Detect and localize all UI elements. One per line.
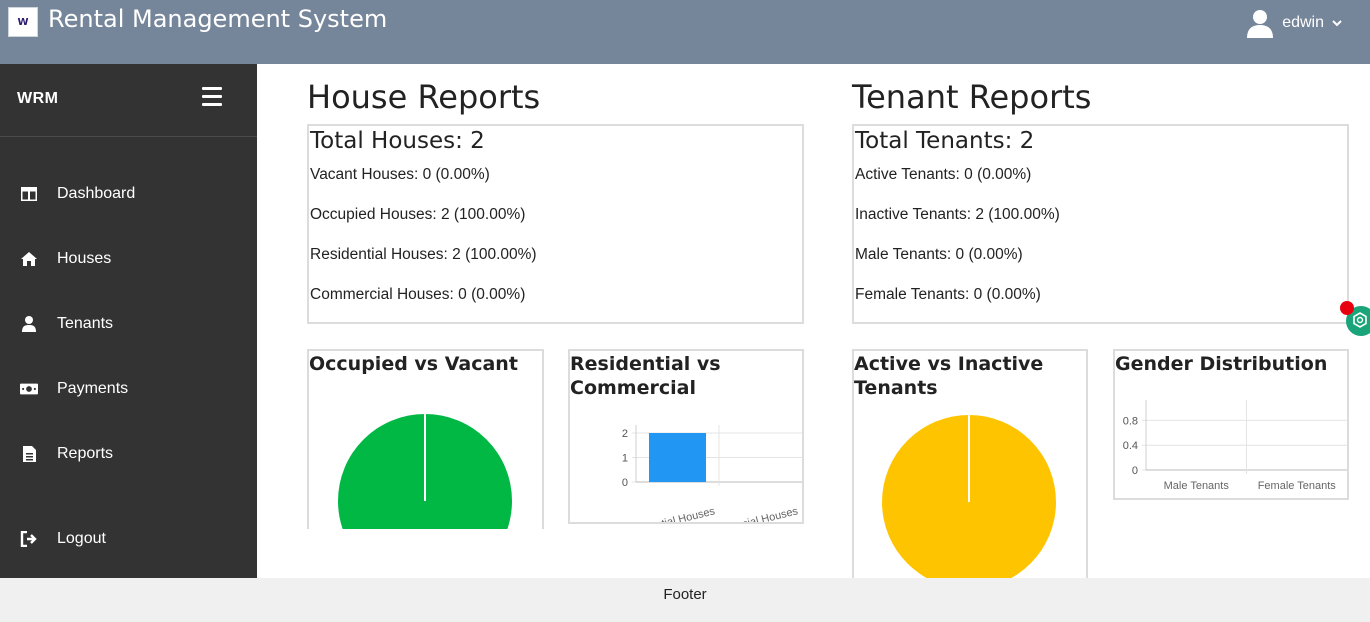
sidebar-item-label: Tenants: [57, 315, 114, 332]
sidebar-item-reports[interactable]: Reports: [0, 434, 257, 474]
residential-houses-stat: Residential Houses: 2 (100.00%): [310, 246, 537, 263]
app-title: Rental Management System: [48, 5, 388, 33]
active-vs-inactive-card: Active vs Inactive Tenants: [852, 349, 1088, 578]
sidebar-item-dashboard[interactable]: Dashboard: [0, 174, 257, 214]
hamburger-menu-icon[interactable]: [202, 87, 222, 107]
home-icon: [20, 250, 38, 268]
sidebar-item-logout[interactable]: Logout: [0, 519, 257, 559]
chart-title: Occupied vs Vacant: [309, 353, 518, 375]
user-icon: [20, 315, 38, 333]
x-tick-label: Male Tenants: [1164, 480, 1230, 492]
residential-vs-commercial-card: Residential vs Commercial 0 1 2 Residential…: [568, 349, 804, 524]
female-tenants-stat: Female Tenants: 0 (0.00%): [855, 286, 1041, 303]
sidebar-item-label: Logout: [57, 530, 106, 547]
app-logo[interactable]: W: [8, 7, 38, 37]
commercial-houses-stat: Commercial Houses: 0 (0.00%): [310, 286, 526, 303]
user-name: edwin: [1282, 14, 1324, 31]
sidebar-item-label: Dashboard: [57, 185, 136, 202]
user-avatar-icon: [1247, 10, 1274, 38]
active-vs-inactive-pie: [882, 415, 1056, 578]
sidebar-brand: WRM: [17, 90, 59, 107]
sidebar: WRM Dashboard Houses Tenants Payments Re…: [0, 64, 257, 578]
top-bar: W Rental Management System edwin: [0, 0, 1370, 64]
active-tenants-stat: Active Tenants: 0 (0.00%): [855, 166, 1032, 183]
chart-title-line1: Active vs Inactive: [854, 353, 1044, 375]
money-icon: [20, 380, 38, 398]
user-menu[interactable]: edwin: [1246, 8, 1342, 38]
y-tick-label: 2: [622, 428, 628, 440]
sidebar-divider: [0, 136, 257, 137]
occupied-vs-vacant-card: Occupied vs Vacant: [307, 349, 544, 529]
logo-text: W: [17, 16, 29, 28]
sidebar-item-label: Houses: [57, 250, 112, 267]
y-tick-label: 1: [622, 453, 628, 465]
chart-title-line1: Residential vs: [570, 353, 721, 375]
chart-title: Gender Distribution: [1115, 353, 1328, 375]
chart-title-line2: Tenants: [854, 377, 938, 399]
house-reports-title: House Reports: [307, 78, 541, 116]
total-tenants: Total Tenants: 2: [855, 128, 1035, 154]
sidebar-item-payments[interactable]: Payments: [0, 369, 257, 409]
tenant-reports-title: Tenant Reports: [852, 78, 1092, 116]
house-summary-box: Total Houses: 2 Vacant Houses: 0 (0.00%)…: [307, 124, 804, 324]
tenant-summary-box: Total Tenants: 2 Active Tenants: 0 (0.00…: [852, 124, 1349, 324]
sidebar-item-label: Reports: [57, 445, 114, 462]
logout-icon: [20, 530, 38, 548]
bar-residential-houses: [649, 433, 706, 482]
gender-distribution-card: Gender Distribution 0 0.4 0.8 Male Tenants F…: [1113, 349, 1349, 500]
total-houses: Total Houses: 2: [310, 128, 485, 154]
chevron-down-icon: [1332, 20, 1342, 27]
y-tick-label: 0: [622, 477, 628, 489]
footer: Footer: [0, 578, 1370, 622]
vacant-houses-stat: Vacant Houses: 0 (0.00%): [310, 166, 490, 183]
sidebar-item-label: Payments: [57, 380, 129, 397]
chart-title-line2: Commercial: [570, 377, 696, 399]
hexagon-icon: [1353, 312, 1367, 328]
inactive-tenants-stat: Inactive Tenants: 2 (100.00%): [855, 206, 1060, 223]
sidebar-item-houses[interactable]: Houses: [0, 239, 257, 279]
sidebar-item-tenants[interactable]: Tenants: [0, 304, 257, 344]
occupied-houses-stat: Occupied Houses: 2 (100.00%): [310, 206, 526, 223]
x-tick-label: Female Tenants: [1258, 480, 1337, 492]
y-tick-label: 0: [1132, 465, 1138, 477]
document-icon: [20, 445, 38, 463]
y-tick-label: 0.8: [1123, 415, 1138, 427]
dashboard-icon: [20, 185, 38, 203]
y-tick-label: 0.4: [1123, 440, 1138, 452]
gender-distribution-bar-chart: 0 0.4 0.8 Male Tenants Female Tenants: [1123, 400, 1347, 492]
male-tenants-stat: Male Tenants: 0 (0.00%): [855, 246, 1023, 263]
main-content: House Reports Total Houses: 2 Vacant Hou…: [257, 64, 1370, 578]
x-tick-label: Residential Houses: [621, 505, 716, 524]
notification-dot: [1340, 301, 1354, 315]
occupied-vs-vacant-pie: [338, 414, 512, 529]
